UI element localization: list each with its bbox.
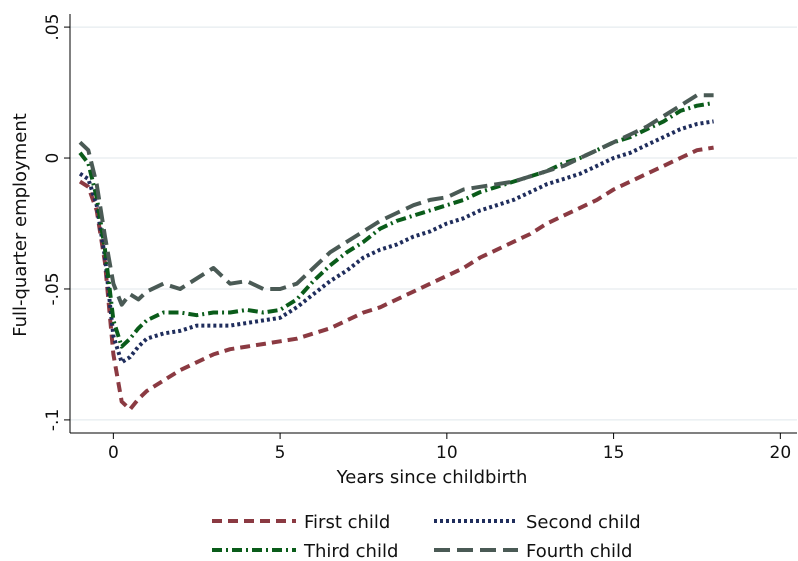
y-tick-label-0: -.1 bbox=[43, 409, 63, 431]
axes bbox=[69, 14, 797, 434]
y-tick-label-3: .05 bbox=[43, 14, 63, 41]
x-tick-label-2: 10 bbox=[436, 443, 458, 463]
legend-label-3: Fourth child bbox=[526, 541, 632, 561]
grid bbox=[70, 26, 797, 421]
x-tick-label-3: 15 bbox=[603, 443, 625, 463]
series-line-3 bbox=[78, 93, 714, 307]
y-tick-label-2: 0 bbox=[43, 153, 63, 164]
x-tick-label-1: 5 bbox=[275, 443, 286, 463]
y-tick-label-1: -.05 bbox=[43, 272, 63, 305]
legend-label-0: First child bbox=[304, 512, 390, 533]
series-lines bbox=[78, 93, 714, 412]
x-ticks: 0 5 10 15 20 bbox=[108, 433, 791, 463]
legend-label-2: Third child bbox=[303, 541, 398, 561]
x-axis-title: Years since childbirth bbox=[336, 467, 528, 488]
y-axis-title: Full-quarter employment bbox=[10, 113, 31, 337]
x-tick-label-4: 20 bbox=[770, 443, 792, 463]
y-ticks: -.1 -.05 0 .05 bbox=[43, 14, 70, 431]
legend: First child Second child Third child Fourth… bbox=[212, 512, 641, 561]
legend-label-1: Second child bbox=[526, 512, 641, 533]
x-tick-label-0: 0 bbox=[108, 443, 119, 463]
series-line-2 bbox=[78, 101, 714, 349]
series-line-0 bbox=[78, 145, 714, 412]
series-line-1 bbox=[78, 119, 714, 365]
